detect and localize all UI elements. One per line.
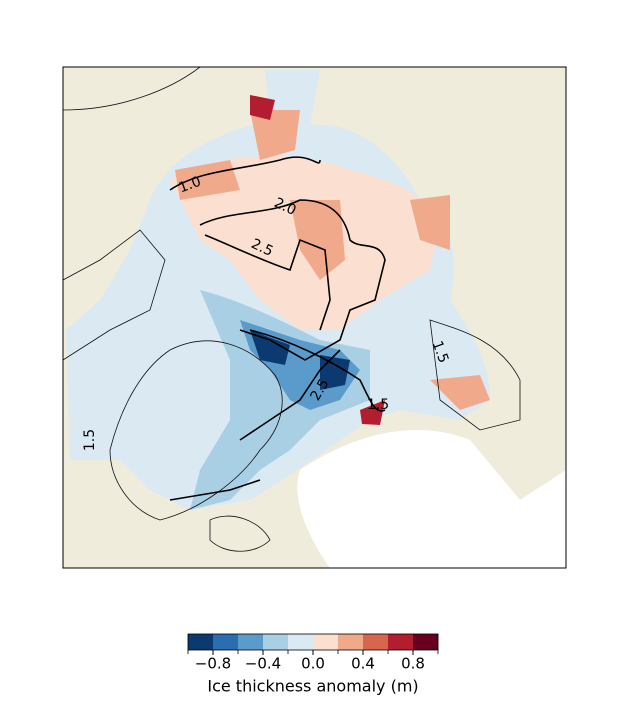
colorbar-bin [388,634,414,650]
map: 1.02.02.51.51.51.52.5 [63,67,566,568]
colorbar-bin [263,634,289,650]
contour [204,234,331,331]
positive-anomaly [175,110,490,410]
negative-anomaly [190,290,370,510]
colorbar-tick-label: 0.0 [301,655,325,673]
colorbar-tick-label: 0.4 [351,655,375,673]
colorbar-bin [238,634,264,650]
colorbar-label: Ice thickness anomaly (m) [207,677,418,696]
alaska [63,67,201,111]
colorbar-bin [288,634,314,650]
contour [199,199,386,361]
colorbar-tick-label: −0.8 [195,655,231,673]
colorbar-bin [213,634,239,650]
colorbar-bin [188,634,214,650]
contour-label: 1.5 [82,429,98,451]
contour [239,349,341,441]
svalbard [429,319,521,431]
colorbar-bin [338,634,364,650]
positive-anomaly [250,95,385,440]
map-frame [62,66,567,569]
iceland [209,515,271,552]
contour [169,479,261,501]
colorbar-tick-label: 0.8 [401,655,425,673]
negative-anomaly [250,330,350,390]
contour-label: 1.5 [367,397,389,413]
colorbar-bin [313,634,339,650]
contour [249,329,386,412]
contour-label: 1.0 [177,174,203,197]
open-ocean [297,430,566,568]
colorbar-bin [363,634,389,650]
colorbar-bin [413,634,439,650]
colorbar: −0.8 −0.4 0.0 0.4 0.8 [187,633,439,673]
contour [169,156,321,191]
colorbar-tick-label: −0.4 [245,655,281,673]
archipelago [63,229,166,361]
contour-label: 1.5 [429,339,452,365]
